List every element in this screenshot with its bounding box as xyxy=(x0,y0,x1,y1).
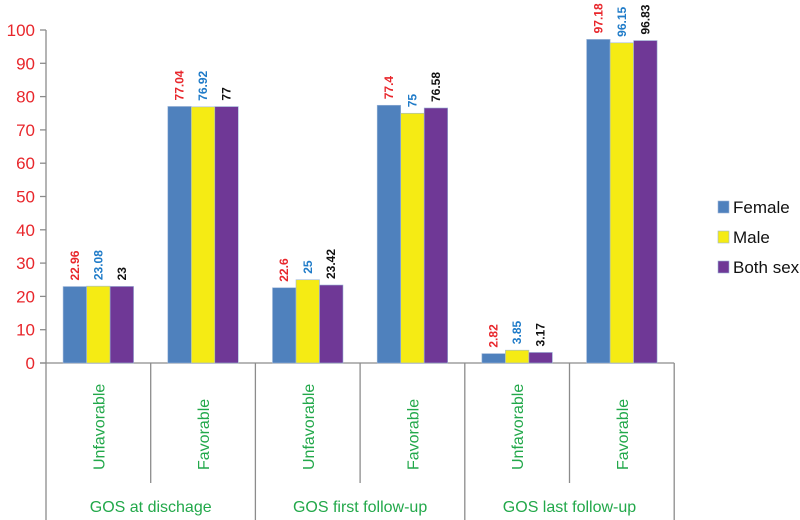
y-tick-label: 70 xyxy=(16,121,35,140)
data-label: 77.4 xyxy=(382,76,396,100)
bar-male xyxy=(400,112,425,364)
category-label: Unfavorable xyxy=(510,384,527,470)
y-tick-label: 90 xyxy=(16,54,35,73)
data-label: 22.96 xyxy=(68,250,82,280)
data-label: 3.17 xyxy=(534,323,548,347)
bar-both-sex xyxy=(633,40,658,364)
bar-both-sex xyxy=(423,107,449,364)
legend-label: Both sex xyxy=(733,258,800,277)
legend-label: Female xyxy=(733,198,790,217)
bar-both-sex xyxy=(109,286,134,364)
y-tick-label: 10 xyxy=(16,321,35,340)
y-tick-label: 100 xyxy=(7,21,35,40)
bar-male xyxy=(191,106,216,364)
y-tick-label: 80 xyxy=(16,88,35,107)
y-tick-label: 0 xyxy=(26,354,35,373)
bar-both-sex xyxy=(528,352,553,364)
data-label: 23 xyxy=(115,267,129,281)
legend-swatch-male xyxy=(717,230,730,244)
group-label: GOS first follow-up xyxy=(293,499,427,516)
bar-female xyxy=(376,104,402,364)
data-label: 76.58 xyxy=(429,72,443,102)
category-label: Unfavorable xyxy=(301,384,318,470)
bar-female xyxy=(272,287,297,364)
category-label: Unfavorable xyxy=(91,384,108,470)
y-tick-label: 40 xyxy=(16,221,35,240)
data-label: 96.15 xyxy=(615,6,629,36)
data-label: 77 xyxy=(220,87,234,101)
data-label: 97.18 xyxy=(591,3,605,33)
y-tick-label: 60 xyxy=(16,154,35,173)
bar-both-sex xyxy=(319,284,344,364)
y-tick-label: 50 xyxy=(16,188,35,207)
data-label: 23.42 xyxy=(324,249,338,279)
group-label: GOS last follow-up xyxy=(503,499,636,516)
data-label: 75 xyxy=(405,94,419,108)
bar-male xyxy=(505,349,530,364)
data-label: 3.85 xyxy=(510,320,524,344)
category-label: Favorable xyxy=(615,399,632,470)
bar-both-sex xyxy=(214,106,239,364)
group-label: GOS at dischage xyxy=(90,499,212,516)
legend-swatch-both-sex xyxy=(717,260,730,274)
data-label: 25 xyxy=(301,260,315,274)
category-label: Favorable xyxy=(196,399,213,470)
data-label: 96.83 xyxy=(638,4,652,34)
bar-female xyxy=(481,353,506,364)
data-label: 2.82 xyxy=(487,324,501,348)
bar-female xyxy=(167,106,192,364)
data-label: 23.08 xyxy=(91,250,105,280)
bar-female xyxy=(586,39,611,364)
data-label: 77.04 xyxy=(173,70,187,100)
y-tick-label: 30 xyxy=(16,254,35,273)
bar-male xyxy=(86,285,111,364)
bar-male xyxy=(295,279,320,364)
bar-male xyxy=(609,42,634,364)
data-label: 22.6 xyxy=(277,258,291,282)
category-label: Favorable xyxy=(405,399,422,470)
bar-female xyxy=(62,286,87,364)
y-tick-label: 20 xyxy=(16,287,35,306)
legend-label: Male xyxy=(733,228,770,247)
data-label: 76.92 xyxy=(196,71,210,101)
legend-swatch-female xyxy=(717,200,730,214)
